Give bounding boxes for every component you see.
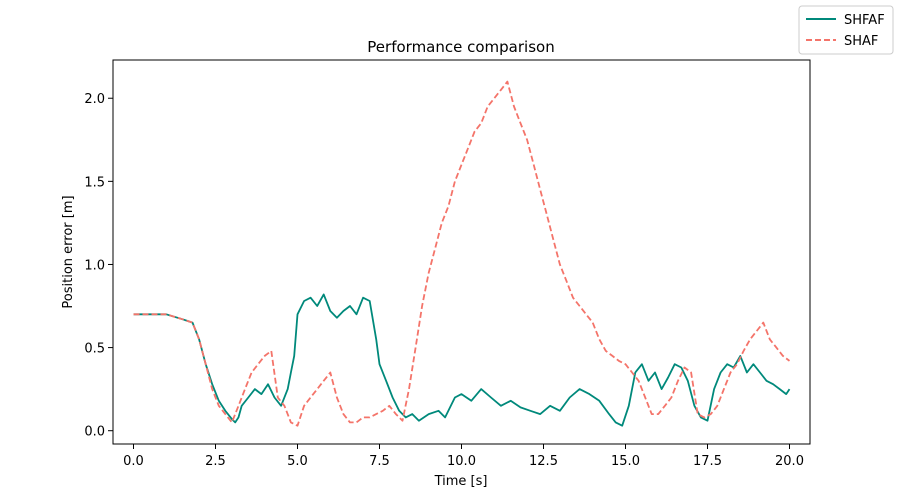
chart-title: Performance comparison [367,38,554,56]
y-tick-label: 1.5 [84,175,105,190]
series-group [133,80,791,427]
y-tick-label: 0.0 [84,425,105,440]
y-axis-label: Position error [m] [61,195,76,308]
y-tick-label: 1.0 [84,258,105,273]
x-tick-label: 15.0 [611,454,640,469]
x-tick-label: 0.0 [123,454,144,469]
legend-label-shaf: SHAF [844,34,878,49]
x-tick-label: 20.0 [775,454,804,469]
legend: SHFAF SHAF [798,5,894,55]
x-tick-label: 5.0 [287,454,308,469]
x-tick-label: 2.5 [205,454,226,469]
x-axis-ticks: 0.0 2.5 5.0 7.5 10.0 12.5 15.0 17.5 20.0 [123,444,804,469]
series-line-shfaf [133,293,791,427]
x-tick-label: 10.0 [447,454,476,469]
plot-frame [112,59,811,445]
x-tick-label: 12.5 [529,454,558,469]
y-axis-ticks: 0.0 0.5 1.0 1.5 2.0 [84,92,113,440]
y-tick-label: 2.0 [84,92,105,107]
x-tick-label: 17.5 [693,454,722,469]
x-axis-label: Time [s] [434,474,488,489]
x-tick-label: 7.5 [369,454,390,469]
series-line-shaf [133,80,791,427]
legend-label-shfaf: SHFAF [844,13,885,28]
y-tick-label: 0.5 [84,342,105,357]
